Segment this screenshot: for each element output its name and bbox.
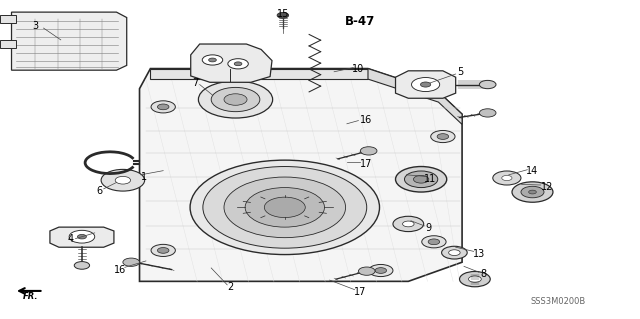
Circle shape <box>449 250 460 256</box>
Circle shape <box>69 230 95 243</box>
Circle shape <box>393 216 424 232</box>
Circle shape <box>234 62 242 66</box>
Circle shape <box>74 262 90 269</box>
Circle shape <box>420 82 431 87</box>
Circle shape <box>479 80 496 89</box>
Circle shape <box>437 134 449 139</box>
Text: 15: 15 <box>276 9 289 19</box>
Circle shape <box>502 175 512 181</box>
Circle shape <box>203 167 367 248</box>
Circle shape <box>209 58 216 62</box>
Circle shape <box>224 94 247 105</box>
Text: 14: 14 <box>526 166 539 176</box>
Circle shape <box>512 182 553 202</box>
Text: 9: 9 <box>426 223 432 233</box>
Text: 12: 12 <box>541 182 554 192</box>
Circle shape <box>360 147 377 155</box>
Circle shape <box>115 176 131 184</box>
Circle shape <box>460 271 490 287</box>
Polygon shape <box>0 15 16 23</box>
Circle shape <box>529 190 536 194</box>
Circle shape <box>396 167 447 192</box>
Circle shape <box>157 248 169 253</box>
Text: 11: 11 <box>424 174 436 184</box>
Circle shape <box>228 59 248 69</box>
Circle shape <box>277 12 289 18</box>
Text: 5: 5 <box>458 67 464 77</box>
Polygon shape <box>191 44 272 82</box>
Text: 3: 3 <box>32 20 38 31</box>
Circle shape <box>468 276 481 282</box>
Circle shape <box>493 171 521 185</box>
Circle shape <box>521 186 544 198</box>
Circle shape <box>369 264 393 277</box>
Circle shape <box>202 55 223 65</box>
Polygon shape <box>368 69 462 124</box>
Circle shape <box>479 109 496 117</box>
Polygon shape <box>140 69 462 281</box>
Text: FR.: FR. <box>23 292 38 301</box>
Circle shape <box>403 221 414 227</box>
Text: 4: 4 <box>67 234 74 244</box>
Text: 16: 16 <box>360 115 372 125</box>
Text: 13: 13 <box>472 249 485 259</box>
Polygon shape <box>0 40 16 48</box>
Polygon shape <box>396 71 456 98</box>
Circle shape <box>190 160 380 255</box>
Text: 10: 10 <box>352 63 365 74</box>
Circle shape <box>224 177 346 238</box>
Text: 7: 7 <box>192 78 198 88</box>
Text: B-47: B-47 <box>344 15 375 28</box>
Circle shape <box>412 78 440 92</box>
Circle shape <box>151 101 175 113</box>
Circle shape <box>101 169 145 191</box>
Circle shape <box>123 258 140 266</box>
Circle shape <box>151 244 175 256</box>
Circle shape <box>198 81 273 118</box>
Text: 1: 1 <box>141 172 147 182</box>
Text: 16: 16 <box>114 264 127 275</box>
Polygon shape <box>50 227 114 247</box>
Text: 8: 8 <box>480 269 486 279</box>
Polygon shape <box>150 69 368 79</box>
Text: 17: 17 <box>360 159 372 169</box>
Circle shape <box>422 236 446 248</box>
Circle shape <box>157 104 169 110</box>
Text: SSS3M0200B: SSS3M0200B <box>531 297 586 306</box>
Circle shape <box>358 267 375 275</box>
Circle shape <box>442 246 467 259</box>
Circle shape <box>211 87 260 112</box>
Circle shape <box>431 130 455 143</box>
Circle shape <box>77 234 86 239</box>
Circle shape <box>428 239 440 245</box>
Circle shape <box>375 268 387 273</box>
Circle shape <box>413 175 429 183</box>
Circle shape <box>404 171 438 188</box>
Text: 6: 6 <box>96 186 102 197</box>
Circle shape <box>245 188 324 227</box>
Text: 17: 17 <box>353 287 366 297</box>
Polygon shape <box>12 12 127 70</box>
Text: 2: 2 <box>227 282 234 292</box>
Circle shape <box>264 197 305 218</box>
